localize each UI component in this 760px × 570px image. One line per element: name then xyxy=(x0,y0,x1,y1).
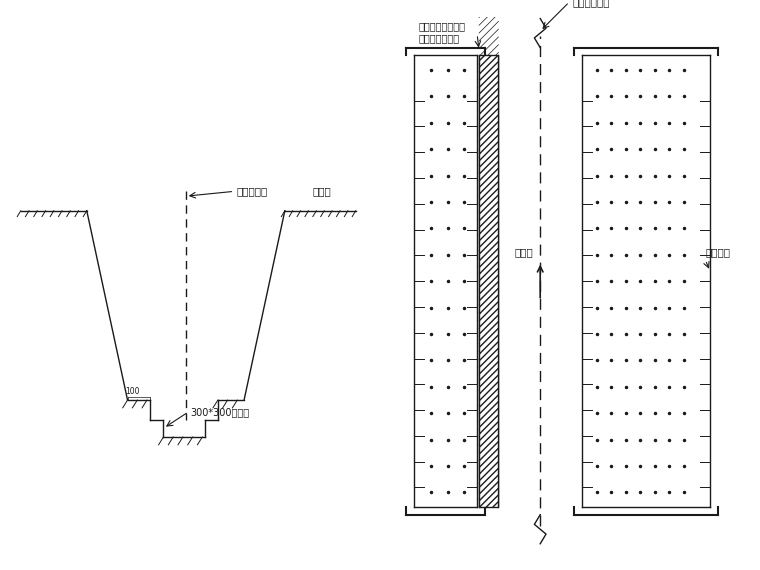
Text: 原地面: 原地面 xyxy=(312,186,331,196)
Text: 100: 100 xyxy=(125,387,140,396)
Text: 300*300排水沟: 300*300排水沟 xyxy=(191,407,250,417)
Text: 管道立面轴线: 管道立面轴线 xyxy=(572,0,610,7)
Text: 沟槽边坡: 沟槽边坡 xyxy=(705,247,730,257)
Text: 管道中心线: 管道中心线 xyxy=(236,186,268,196)
Text: 水排至临近河塘: 水排至临近河塘 xyxy=(419,33,460,43)
Text: 集水坑，潜水泵抽: 集水坑，潜水泵抽 xyxy=(419,21,466,31)
Text: 排水沟: 排水沟 xyxy=(515,247,534,257)
Polygon shape xyxy=(479,55,499,507)
